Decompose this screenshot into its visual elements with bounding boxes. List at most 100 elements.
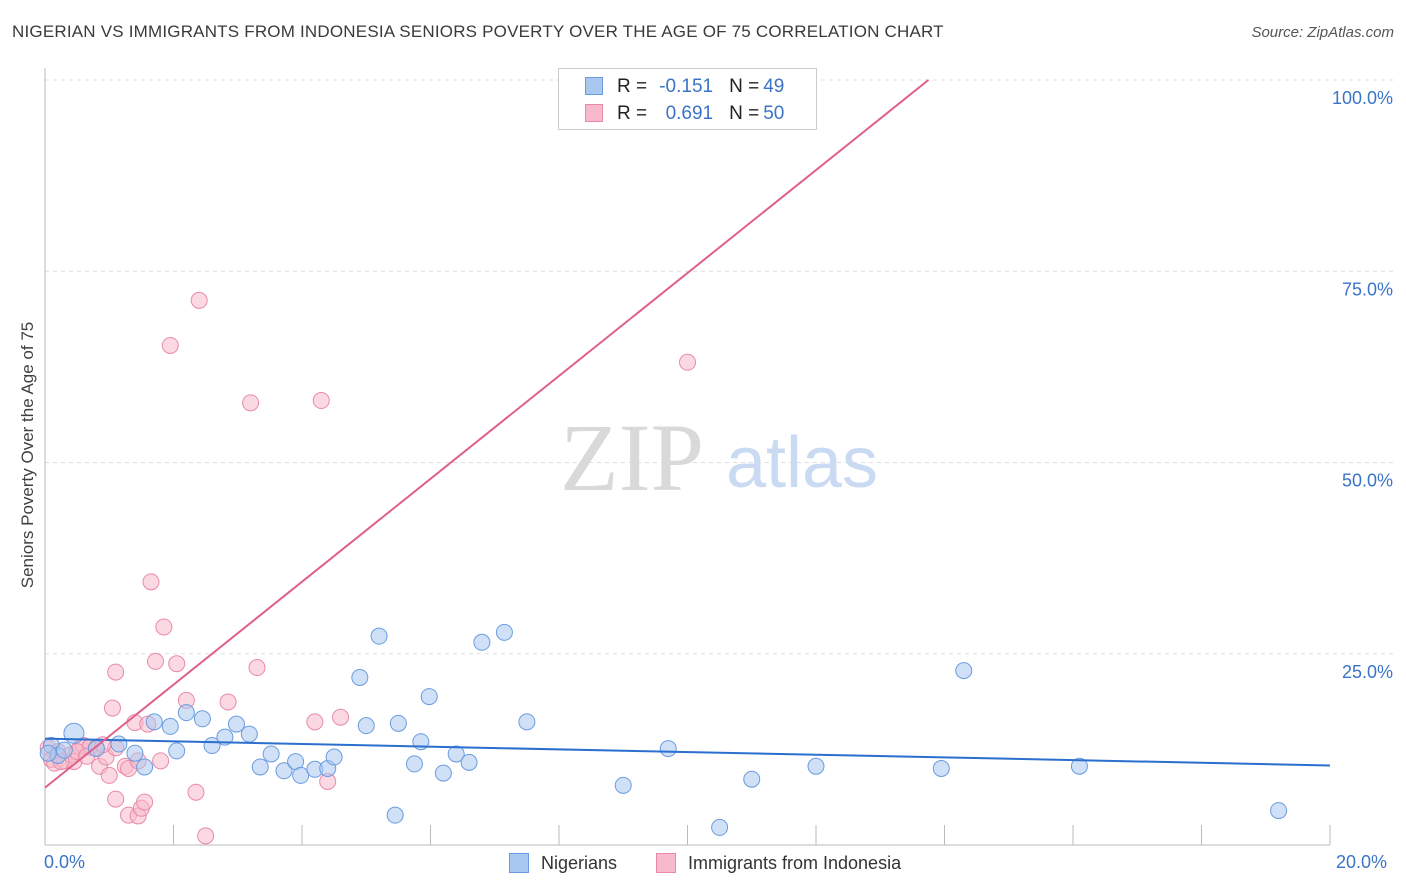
axes bbox=[44, 68, 1331, 846]
bottom-legend-swatch-indonesia bbox=[656, 853, 676, 873]
indonesia-point bbox=[197, 827, 215, 845]
nigerian-point bbox=[216, 728, 234, 746]
bottom-legend-label-indonesia: Immigrants from Indonesia bbox=[688, 853, 902, 873]
nigerian-point bbox=[325, 748, 343, 766]
nigerian-point bbox=[39, 744, 57, 762]
legend-r-label: R = bbox=[617, 76, 648, 97]
watermark-atlas: atlas bbox=[726, 423, 878, 503]
nigerian-point bbox=[495, 623, 513, 641]
nigerian-point bbox=[126, 744, 144, 762]
indonesia-point bbox=[190, 291, 208, 309]
x-tick-label-max: 20.0% bbox=[1336, 852, 1388, 872]
nigerian-point bbox=[193, 710, 211, 728]
nigerian-trend-line bbox=[44, 737, 1331, 767]
nigerian-point bbox=[177, 704, 195, 722]
indonesia-point bbox=[152, 752, 170, 770]
nigerian-point bbox=[932, 760, 950, 777]
nigerian-point bbox=[55, 741, 73, 759]
legend-n-label: N = bbox=[729, 103, 760, 124]
nigerian-point bbox=[389, 714, 407, 732]
legend-r-value: 0.691 bbox=[665, 103, 714, 124]
nigerian-point bbox=[251, 758, 269, 776]
nigerian-point bbox=[405, 755, 423, 773]
nigerian-point bbox=[420, 688, 438, 706]
indonesia-point bbox=[332, 708, 350, 726]
series-nigerian-points bbox=[39, 623, 1288, 836]
nigerian-point bbox=[711, 818, 729, 836]
x-tick-label-min: 0.0% bbox=[44, 852, 86, 872]
nigerian-point bbox=[518, 713, 536, 731]
nigerian-point bbox=[357, 717, 375, 735]
indonesia-point bbox=[219, 693, 237, 711]
indonesia-point bbox=[312, 392, 330, 410]
indonesia-point bbox=[142, 573, 160, 591]
nigerian-point bbox=[743, 770, 761, 788]
indonesia-point bbox=[306, 713, 324, 731]
nigerian-point bbox=[614, 776, 632, 794]
grid-lines bbox=[45, 79, 1393, 655]
legend-swatch-nigerians bbox=[585, 77, 603, 95]
y-tick-label: 50.0% bbox=[1342, 471, 1393, 491]
nigerian-point bbox=[292, 766, 310, 784]
legend-row-nigerians: R = -0.151 N = 49 bbox=[585, 76, 784, 98]
nigerian-point bbox=[659, 740, 677, 758]
nigerian-point bbox=[351, 668, 369, 686]
nigerian-point bbox=[1270, 802, 1288, 820]
watermark-zip: ZIP bbox=[560, 404, 704, 511]
watermark: ZIP atlas bbox=[560, 404, 878, 511]
indonesia-point bbox=[107, 790, 125, 808]
nigerian-point bbox=[460, 753, 478, 771]
nigerian-point bbox=[447, 745, 465, 763]
nigerian-point bbox=[110, 735, 128, 753]
nigerian-point bbox=[240, 725, 258, 743]
legend-n-label: N = bbox=[729, 76, 760, 97]
trend-lines bbox=[44, 79, 1331, 789]
bottom-legend-nigerians: Nigerians bbox=[509, 853, 617, 874]
indonesia-point bbox=[679, 353, 696, 371]
nigerian-point bbox=[136, 758, 154, 776]
indonesia-point bbox=[161, 336, 179, 354]
legend: R = -0.151 N = 49 R = 0.691 N = 50 bbox=[558, 68, 817, 130]
nigerian-point bbox=[434, 764, 452, 782]
indonesia-point bbox=[187, 783, 205, 801]
nigerian-point bbox=[955, 662, 973, 680]
bottom-legend-label-nigerians: Nigerians bbox=[541, 853, 618, 873]
nigerian-point bbox=[1070, 757, 1088, 775]
nigerian-point bbox=[275, 762, 293, 780]
y-axis-label: Seniors Poverty Over the Age of 75 bbox=[18, 321, 37, 589]
y-tick-label: 25.0% bbox=[1342, 662, 1393, 682]
indonesia-point bbox=[155, 618, 173, 636]
indonesia-point bbox=[100, 766, 118, 784]
tick-labels: 25.0% 50.0% 75.0% 100.0% bbox=[1332, 88, 1393, 682]
indonesia-point bbox=[103, 699, 121, 717]
indonesia-point bbox=[136, 793, 154, 811]
y-tick-label: 100.0% bbox=[1332, 88, 1393, 108]
legend-row-indonesia: R = 0.691 N = 50 bbox=[585, 103, 784, 125]
nigerian-point bbox=[227, 715, 245, 733]
indonesia-point bbox=[242, 394, 260, 412]
bottom-legend-indonesia: Immigrants from Indonesia bbox=[656, 853, 901, 874]
indonesia-trend-line bbox=[44, 79, 930, 789]
nigerian-point bbox=[370, 627, 388, 645]
indonesia-point bbox=[248, 659, 266, 677]
indonesia-point bbox=[168, 655, 186, 673]
y-tick-label: 75.0% bbox=[1342, 279, 1393, 299]
legend-swatch-indonesia bbox=[585, 104, 603, 122]
nigerian-point bbox=[807, 757, 825, 775]
indonesia-point bbox=[147, 652, 165, 670]
legend-n-value: 49 bbox=[763, 76, 785, 97]
source-label: Source: ZipAtlas.com bbox=[1251, 24, 1394, 41]
indonesia-point bbox=[107, 663, 125, 681]
bottom-legend-swatch-nigerians bbox=[509, 853, 529, 873]
nigerian-point bbox=[168, 742, 186, 760]
nigerian-point bbox=[145, 713, 163, 731]
legend-r-label: R = bbox=[617, 103, 648, 124]
nigerian-point bbox=[161, 717, 179, 735]
nigerian-point bbox=[262, 745, 280, 763]
nigerian-point bbox=[473, 633, 491, 651]
legend-r-value: -0.151 bbox=[659, 76, 714, 97]
nigerian-point bbox=[386, 806, 404, 824]
chart-title: NIGERIAN VS IMMIGRANTS FROM INDONESIA SE… bbox=[12, 22, 944, 41]
legend-n-value: 50 bbox=[763, 103, 785, 124]
